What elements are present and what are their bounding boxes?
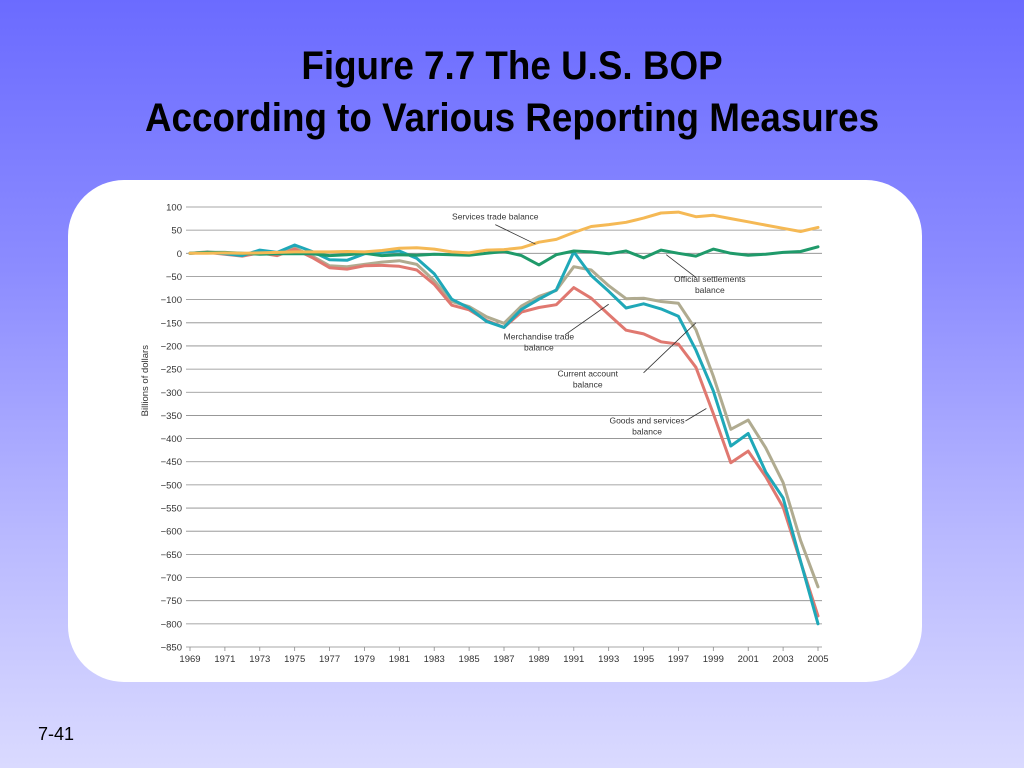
x-tick-label: 1995 [633, 654, 654, 665]
x-tick-label: 1987 [493, 654, 514, 665]
callout-line-current-account [643, 322, 697, 374]
y-tick-label: 100 [166, 203, 182, 214]
series-line-official-settlements [188, 245, 820, 267]
x-tick-label: 1991 [563, 654, 584, 665]
title-line-1: Figure 7.7 The U.S. BOP [301, 44, 723, 88]
y-tick-label: −750 [161, 596, 182, 607]
series-line-current-account [188, 243, 820, 626]
slide-title: Figure 7.7 The U.S. BOP According to Var… [41, 40, 983, 144]
y-tick-label: −100 [161, 295, 182, 306]
y-tick-label: −350 [161, 411, 182, 422]
series-line-merchandise [188, 247, 820, 618]
y-tick-label: −50 [166, 272, 182, 283]
x-tick-label: 1985 [459, 654, 480, 665]
bop-line-chart: 100 50 0 −50 −100 −150 −200 −250 −300 −350 −400 −45… [140, 203, 829, 666]
y-tick-label: −250 [161, 365, 182, 376]
annotation-official-settlements: Official settlements balance [674, 274, 746, 295]
x-tick-label: 1997 [668, 654, 689, 665]
slide-number: 7-41 [38, 724, 75, 744]
y-tick-label: −500 [161, 480, 182, 491]
chart-panel: 100 50 0 −50 −100 −150 −200 −250 −300 −350 −400 −45… [68, 180, 922, 682]
x-tick-label: 1989 [528, 654, 549, 665]
x-tick-label: 1973 [249, 654, 270, 665]
series-line-services [188, 210, 820, 255]
x-tick-label: 1993 [598, 654, 619, 665]
callout-line-official-settlements [665, 254, 697, 278]
y-tick-label: −400 [161, 434, 182, 445]
y-tick-label: −550 [161, 504, 182, 515]
y-tick-label: −150 [161, 318, 182, 329]
y-tick-label: −600 [161, 527, 182, 538]
y-tick-label: −700 [161, 573, 182, 584]
annotation-services: Services trade balance [452, 212, 539, 222]
x-tick-label: 2005 [807, 654, 828, 665]
x-tick-label: 1969 [179, 654, 200, 665]
x-tick-label: 1981 [389, 654, 410, 665]
x-tick-label: 1975 [284, 654, 305, 665]
annotation-merchandise: Merchandise trade balance [504, 331, 575, 352]
y-tick-label: −650 [161, 550, 182, 561]
y-tick-label: −850 [161, 643, 182, 654]
callout-line-merchandise [564, 303, 609, 336]
y-tick-label: −800 [161, 619, 182, 630]
y-tick-label: 0 [177, 249, 182, 260]
annotation-current-account: Current account balance [557, 369, 618, 390]
x-tick-label: 1999 [703, 654, 724, 665]
y-tick-label: 50 [171, 226, 182, 237]
title-line-2: According to Various Reporting Measures [144, 96, 880, 140]
callout-line-goods-services [685, 408, 707, 422]
annotation-goods-services: Goods and services balance [609, 415, 684, 436]
x-tick-label: 2003 [773, 654, 794, 665]
series-line-goods-services [188, 246, 820, 589]
x-tick-label: 2001 [738, 654, 759, 665]
y-tick-label: −300 [161, 388, 182, 399]
y-axis-label: Billions of dollars [140, 345, 151, 417]
y-tick-label: −200 [161, 341, 182, 352]
x-tick-label: 1983 [424, 654, 445, 665]
x-tick-label: 1979 [354, 654, 375, 665]
y-tick-label: −450 [161, 457, 182, 468]
x-tick-label: 1977 [319, 654, 340, 665]
x-tick-label: 1971 [214, 654, 235, 665]
callout-line-services [495, 224, 536, 245]
